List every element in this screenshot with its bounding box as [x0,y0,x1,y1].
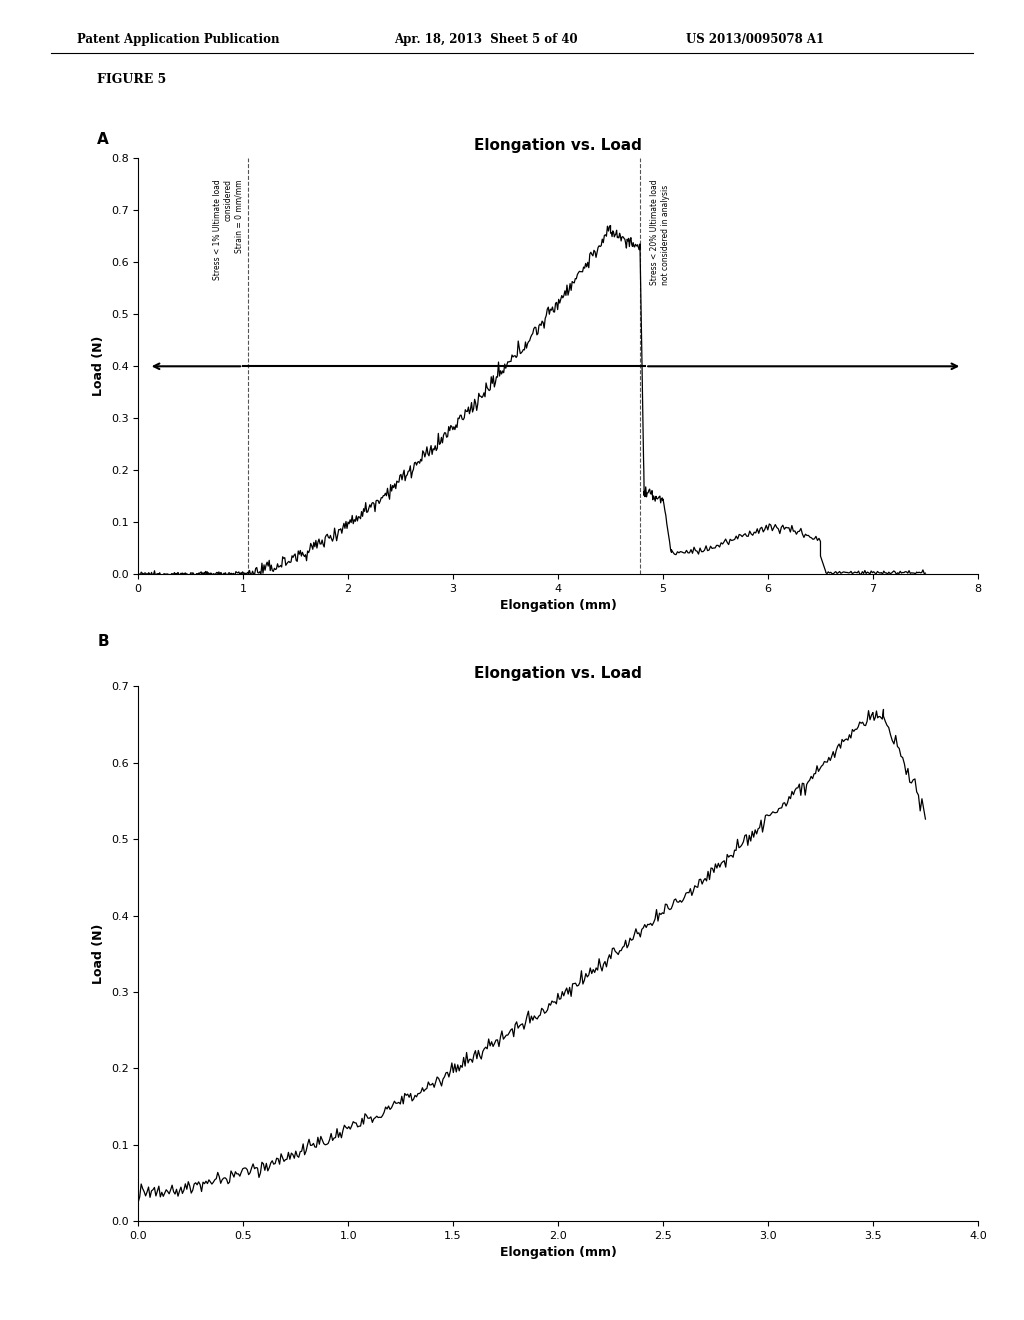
Text: Stress < 20% Ultimate load
not considered in analysis: Stress < 20% Ultimate load not considere… [650,180,670,285]
Title: Elongation vs. Load: Elongation vs. Load [474,667,642,681]
Text: A: A [97,132,109,147]
Text: Patent Application Publication: Patent Application Publication [77,33,280,46]
Text: US 2013/0095078 A1: US 2013/0095078 A1 [686,33,824,46]
X-axis label: Elongation (mm): Elongation (mm) [500,599,616,612]
Title: Elongation vs. Load: Elongation vs. Load [474,139,642,153]
Text: B: B [97,634,109,648]
Y-axis label: Load (N): Load (N) [92,924,105,983]
X-axis label: Elongation (mm): Elongation (mm) [500,1246,616,1259]
Y-axis label: Load (N): Load (N) [92,337,105,396]
Text: FIGURE 5: FIGURE 5 [97,73,167,86]
Text: Stress < 1% Ultimate load
considered
Strain = 0 mm/mm: Stress < 1% Ultimate load considered Str… [213,180,244,280]
Text: Apr. 18, 2013  Sheet 5 of 40: Apr. 18, 2013 Sheet 5 of 40 [394,33,578,46]
